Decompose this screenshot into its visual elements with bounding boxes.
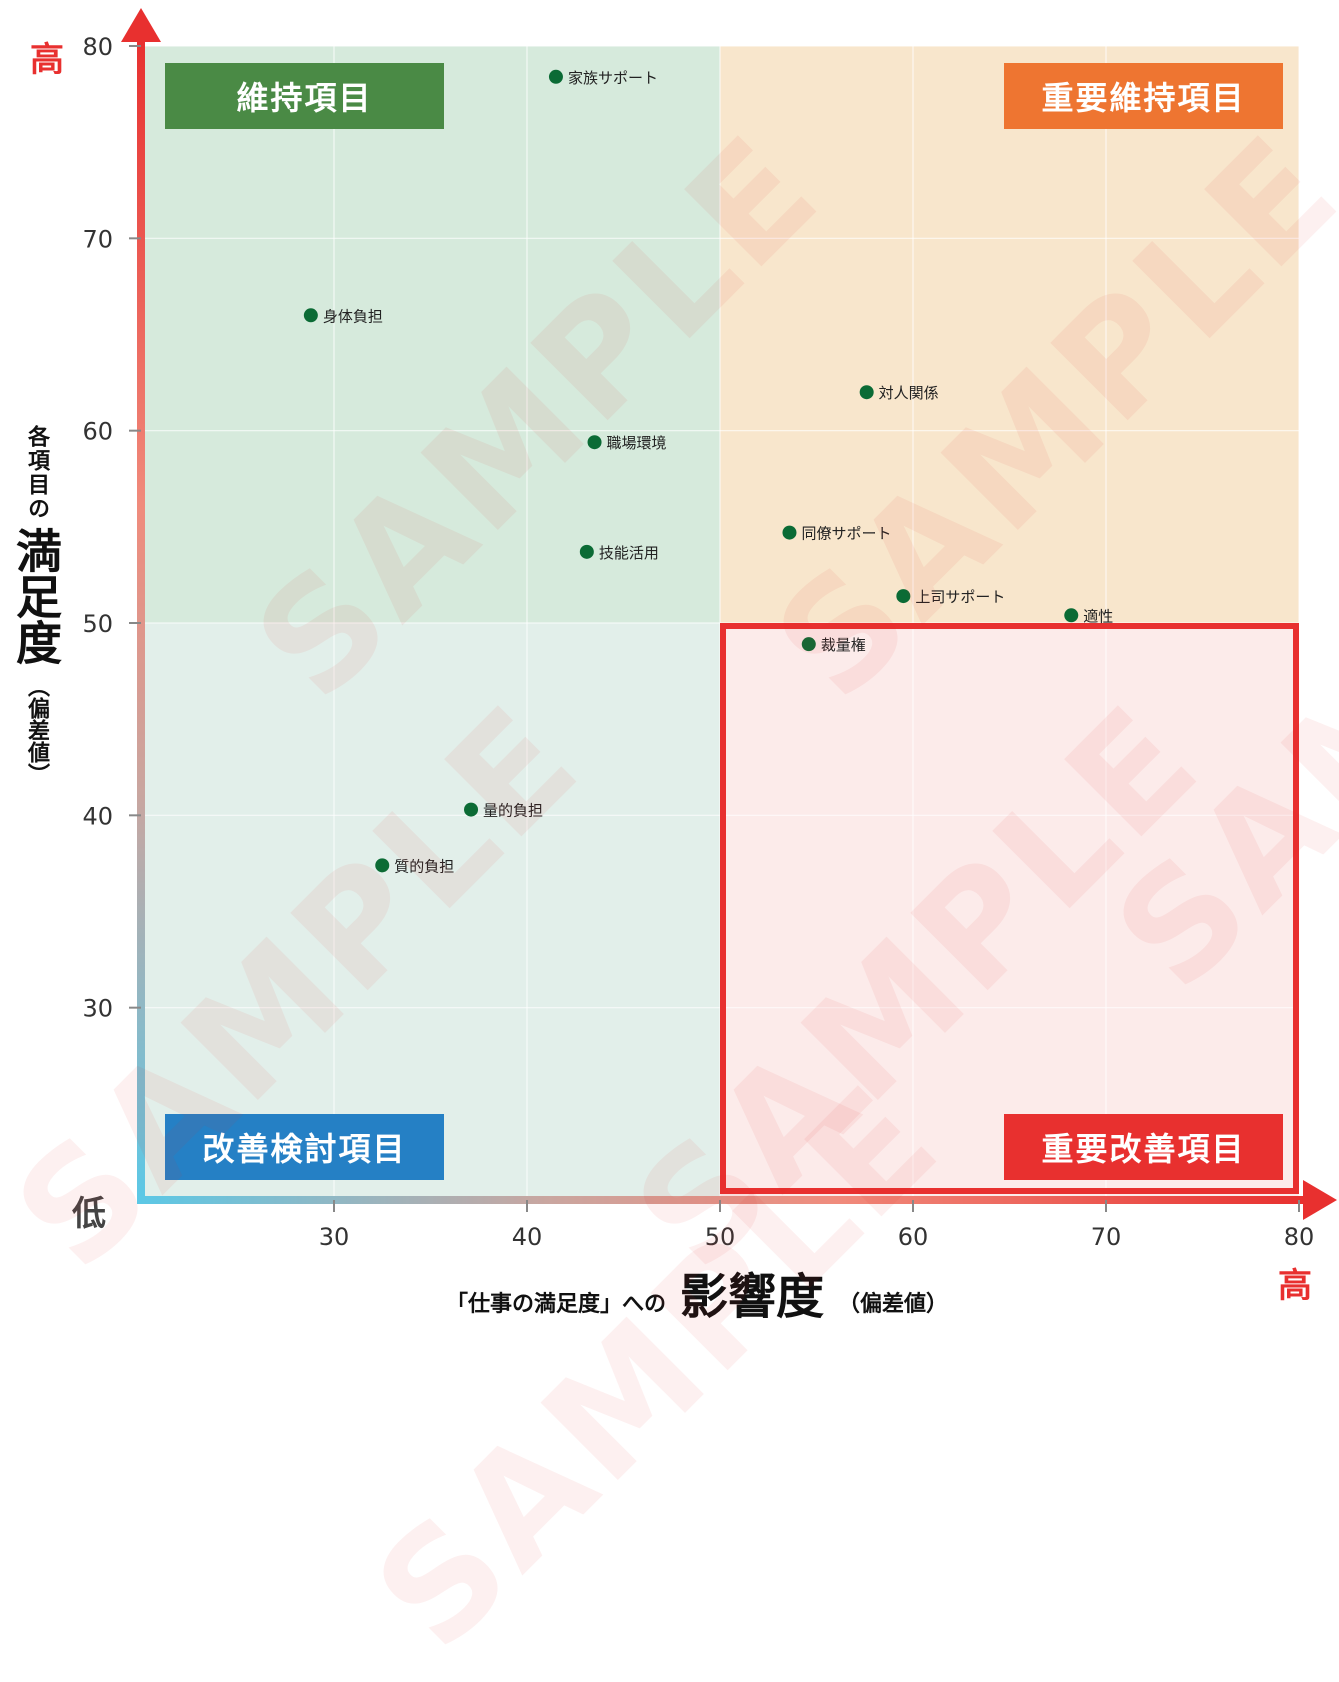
data-point bbox=[801, 637, 816, 652]
axis-low-label: 低 bbox=[72, 1194, 106, 1234]
quadrant-backgrounds bbox=[141, 46, 1299, 1200]
data-point bbox=[548, 69, 563, 84]
quadrant-bottom-right bbox=[720, 623, 1299, 1200]
quadrant-bottom-left bbox=[141, 623, 720, 1200]
y-tick-label: 30 bbox=[82, 995, 113, 1023]
data-point bbox=[303, 308, 318, 323]
quadrant-label-consider-improve: 改善検討項目 bbox=[165, 1114, 444, 1180]
quadrant-label-important-maintain: 重要維持項目 bbox=[1004, 63, 1283, 129]
x-axis-title: 「仕事の満足度」への 影響度 （偏差値） bbox=[446, 1270, 1006, 1324]
data-point bbox=[375, 858, 390, 873]
y-axis-title-note: （偏差値） bbox=[24, 675, 49, 785]
x-tick-label: 80 bbox=[1284, 1223, 1315, 1251]
data-points: 家族サポート身体負担対人関係職場環境同僚サポート技能活用上司サポート適性裁量権量… bbox=[303, 69, 1113, 875]
data-point bbox=[859, 385, 874, 400]
data-point-label: 技能活用 bbox=[599, 544, 659, 562]
x-axis-high-label: 高 bbox=[1278, 1266, 1312, 1306]
data-point bbox=[464, 802, 479, 817]
chart-stage: 30 40 50 60 70 80 30 40 50 60 70 80 家族サポート身体負担対人関係職… bbox=[0, 8, 1339, 1682]
y-axis-title-main: 満足度 bbox=[9, 527, 63, 665]
data-point bbox=[1064, 608, 1079, 623]
data-point bbox=[896, 589, 911, 604]
data-point-label: 量的負担 bbox=[483, 802, 543, 820]
y-tick-label: 60 bbox=[82, 418, 113, 446]
y-tick-label: 70 bbox=[82, 225, 113, 253]
y-tick-label: 80 bbox=[82, 33, 113, 61]
y-axis-arrow bbox=[121, 8, 161, 42]
y-axis-line bbox=[137, 40, 145, 1200]
data-point-label: 質的負担 bbox=[394, 857, 454, 875]
x-tick-label: 70 bbox=[1091, 1223, 1122, 1251]
data-point-label: 上司サポート bbox=[915, 588, 1005, 606]
quadrant-label-maintain: 維持項目 bbox=[165, 63, 444, 129]
highlight-box bbox=[720, 623, 1299, 1194]
y-axis-title: 各項目の 満足度 （偏差値） bbox=[8, 425, 64, 785]
x-axis-title-prefix: 「仕事の満足度」への bbox=[446, 1292, 667, 1317]
x-tick-label: 60 bbox=[898, 1223, 929, 1251]
data-point-label: 身体負担 bbox=[323, 307, 383, 325]
x-axis-title-main: 影響度 bbox=[680, 1269, 825, 1325]
y-tick-label: 50 bbox=[82, 610, 113, 638]
data-point-label: 同僚サポート bbox=[801, 525, 891, 543]
data-point bbox=[782, 525, 797, 540]
quadrant-top-right bbox=[720, 46, 1299, 623]
quadrant-top-left bbox=[141, 46, 720, 623]
x-tick-label: 30 bbox=[319, 1223, 350, 1251]
highlight-border bbox=[720, 623, 1299, 1194]
y-axis-high-label: 高 bbox=[30, 40, 64, 80]
quadrant-label-important-improve: 重要改善項目 bbox=[1004, 1114, 1283, 1180]
x-axis-title-note: （偏差値） bbox=[838, 1292, 949, 1317]
x-tick-label: 40 bbox=[512, 1223, 543, 1251]
data-point bbox=[587, 435, 602, 450]
data-point-label: 家族サポート bbox=[568, 69, 658, 87]
x-tick-label: 50 bbox=[705, 1223, 736, 1251]
x-axis-arrow bbox=[1303, 1180, 1337, 1220]
y-tick-label: 40 bbox=[82, 802, 113, 830]
scatter-chart: 30 40 50 60 70 80 30 40 50 60 70 80 家族サポート身体負担対人関係職… bbox=[82, 8, 1337, 1251]
data-point-label: 裁量権 bbox=[821, 636, 866, 654]
data-point-label: 対人関係 bbox=[879, 384, 939, 402]
data-point bbox=[579, 544, 594, 559]
data-point-label: 職場環境 bbox=[607, 434, 667, 452]
y-axis-title-prefix: 各項目の bbox=[24, 425, 49, 521]
tick-labels: 30 40 50 60 70 80 30 40 50 60 70 80 bbox=[82, 33, 1314, 1251]
data-point-label: 適性 bbox=[1083, 607, 1113, 625]
